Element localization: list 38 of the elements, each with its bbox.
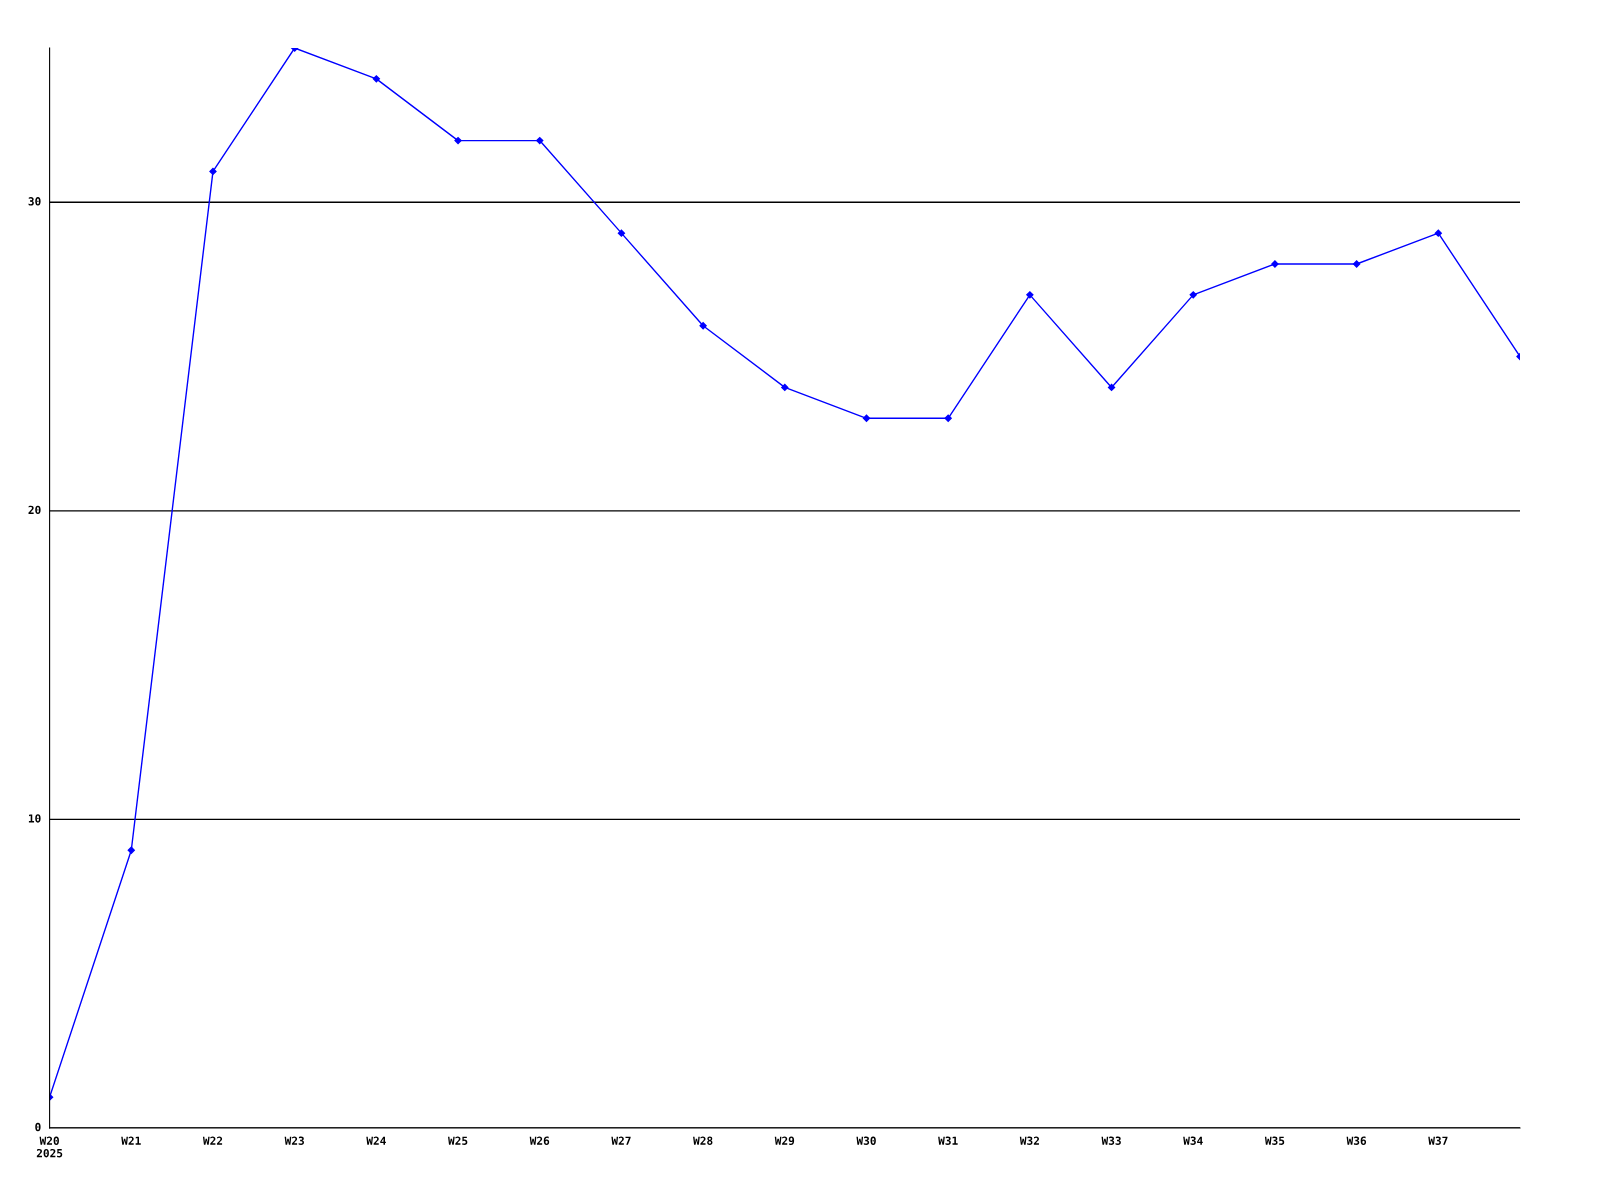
x-tick-label: W24 — [366, 1136, 386, 1145]
point — [944, 414, 952, 422]
x-tick-label: W35 — [1264, 1136, 1285, 1145]
x-tick-label: W33 — [1101, 1136, 1121, 1145]
point — [1352, 260, 1361, 268]
point — [617, 229, 626, 237]
x-tick-label: W37 — [1428, 1136, 1448, 1145]
y-tick-label: 10 — [28, 814, 41, 823]
point — [781, 383, 789, 392]
point — [454, 136, 462, 145]
x-tick-label: W20 2025 — [36, 1136, 63, 1158]
point — [1189, 291, 1197, 299]
point — [536, 136, 544, 145]
point — [372, 75, 380, 83]
point — [1107, 383, 1116, 392]
x-tick-label: W25 — [448, 1136, 468, 1145]
y-tick-label: 20 — [28, 505, 41, 515]
x-tick-label: W23 — [284, 1136, 304, 1145]
x-tick-label: W32 — [1019, 1136, 1039, 1145]
point — [1026, 291, 1034, 299]
point — [862, 414, 871, 422]
x-tick-label: W26 — [529, 1136, 550, 1145]
x-tick-label: W28 — [693, 1136, 713, 1145]
point — [1434, 229, 1442, 237]
x-tick-label: W36 — [1346, 1136, 1367, 1145]
point — [1271, 260, 1279, 268]
x-tick-label: W30 — [856, 1136, 876, 1145]
y-tick-label: 30 — [28, 197, 41, 206]
x-tick-label: W27 — [611, 1136, 631, 1145]
point — [209, 167, 217, 176]
point — [127, 846, 135, 854]
x-tick-label: W31 — [938, 1136, 958, 1145]
x-tick-label: W34 — [1183, 1136, 1203, 1145]
x-tick-label: W22 — [202, 1136, 223, 1145]
x-tick-label: W29 — [774, 1136, 795, 1145]
point — [699, 322, 707, 330]
y-tick-label: 0 — [35, 1122, 41, 1132]
x-tick-label: W21 — [121, 1136, 141, 1145]
